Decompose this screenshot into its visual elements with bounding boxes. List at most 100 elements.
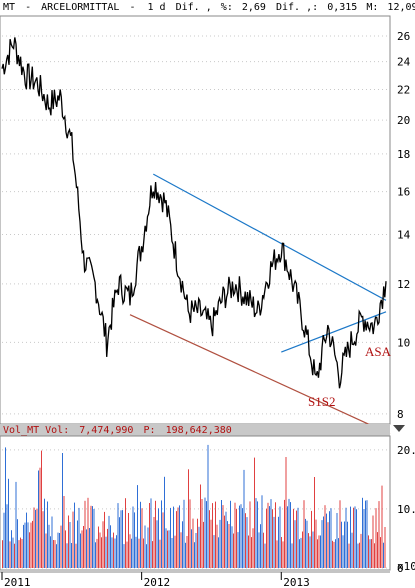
volume-bar	[282, 541, 284, 568]
volume-bar	[12, 537, 14, 568]
volume-bar	[263, 532, 264, 568]
trendline-2	[129, 314, 391, 435]
volume-bar	[306, 520, 308, 568]
volume-bar	[290, 502, 291, 568]
volume-bar	[182, 521, 183, 568]
volume-bar	[245, 513, 246, 568]
header-pct-sign: %:	[221, 2, 233, 13]
volume-bar	[231, 526, 233, 568]
price-y-axis: 8 10 12 14 16 18 20 22 24 26	[397, 30, 411, 421]
annotation-asa: ASA	[365, 344, 392, 359]
volume-bar	[122, 510, 123, 568]
volume-bar	[50, 536, 51, 568]
volume-header-bg	[0, 424, 390, 436]
volume-bar	[320, 535, 321, 568]
volume-bar	[191, 529, 192, 568]
volume-bar	[237, 532, 239, 568]
volume-bar	[275, 502, 276, 568]
volume-bar	[23, 524, 24, 568]
header-change-label2: Dif.	[276, 2, 300, 13]
volume-bar	[258, 532, 260, 568]
price-gridlines	[2, 35, 390, 415]
volume-bar	[68, 515, 69, 568]
volume-bar	[95, 542, 96, 568]
volume-bar	[312, 531, 314, 568]
volume-bar	[378, 501, 380, 568]
header-dash: -	[25, 2, 31, 13]
volume-bar	[98, 526, 99, 568]
volume-bar	[260, 524, 261, 568]
volume-bar	[116, 535, 117, 568]
volume-bar	[212, 503, 213, 568]
volume-bar	[332, 540, 333, 568]
volume-bar	[159, 539, 161, 568]
volume-bar	[365, 500, 366, 568]
volume-bar	[77, 520, 78, 568]
header-interval: 1 d	[148, 2, 166, 13]
volume-bar	[368, 535, 369, 568]
x-axis: 2011 2012 2013	[0, 571, 390, 588]
volume-bar	[174, 535, 176, 568]
volume-bar	[339, 500, 341, 568]
volume-label: Vol_MT Vol:	[3, 425, 69, 436]
volume-bar	[99, 532, 101, 568]
volume-bar	[14, 543, 15, 568]
volume-bar	[317, 539, 318, 568]
volume-bar	[123, 544, 125, 568]
volume-bar	[357, 543, 359, 568]
volume-bar	[27, 522, 29, 568]
price-y-tick-label: 10	[397, 336, 410, 349]
volume-bar	[45, 533, 47, 568]
volume-bar	[90, 505, 92, 568]
volume-y-tick-label: 0	[397, 562, 404, 575]
volume-bar	[153, 517, 155, 568]
volume-bar	[264, 543, 266, 568]
volume-bar	[209, 510, 210, 568]
volume-bar	[305, 518, 306, 568]
volume-bar	[137, 485, 138, 568]
volume-bar	[201, 499, 203, 568]
volume-bar	[24, 522, 26, 568]
volume-bar	[342, 535, 344, 568]
volume-bar	[185, 542, 186, 568]
volume-bar	[149, 503, 150, 568]
volume-bar	[219, 519, 221, 568]
volume-bar	[53, 540, 54, 568]
volume-bar	[297, 507, 299, 568]
volume-bar	[375, 508, 377, 568]
trendlines	[129, 173, 391, 435]
volume-bar	[171, 538, 173, 568]
volume-bar	[335, 539, 336, 568]
volume-bar	[203, 521, 204, 568]
volume-bar	[218, 537, 219, 568]
volume-bar	[65, 530, 66, 568]
volume-bar	[17, 519, 18, 568]
volume-bar	[246, 517, 248, 568]
price-y-tick-label: 8	[397, 408, 404, 421]
volume-bar	[293, 508, 294, 568]
volume-bar	[285, 457, 287, 568]
volume-bar	[369, 539, 371, 568]
volume-header-text: Vol_MT Vol: 7,474,990 P: 198,642,380	[3, 425, 232, 436]
volume-bar	[26, 512, 27, 568]
volume-bar	[39, 467, 41, 568]
volume-bar	[179, 505, 180, 568]
header-max-label: M:	[366, 2, 378, 13]
volume-bar	[155, 500, 156, 568]
volume-bar	[321, 520, 323, 568]
header-change-pct: 2,69	[242, 2, 266, 13]
volume-bar	[87, 497, 89, 568]
scroll-down-arrow-icon[interactable]	[393, 425, 405, 432]
volume-bar	[86, 529, 87, 568]
volume-bar	[20, 537, 21, 568]
volume-bar	[72, 511, 74, 568]
volume-bar	[359, 542, 360, 568]
volume-bar	[197, 518, 198, 568]
volume-bar	[141, 508, 143, 568]
volume-bar	[363, 509, 365, 568]
price-y-tick-label: 22	[397, 84, 410, 97]
volume-bar	[239, 505, 240, 568]
volume-bar	[189, 499, 191, 568]
volume-bar	[119, 517, 120, 568]
volume-bar	[380, 537, 381, 568]
